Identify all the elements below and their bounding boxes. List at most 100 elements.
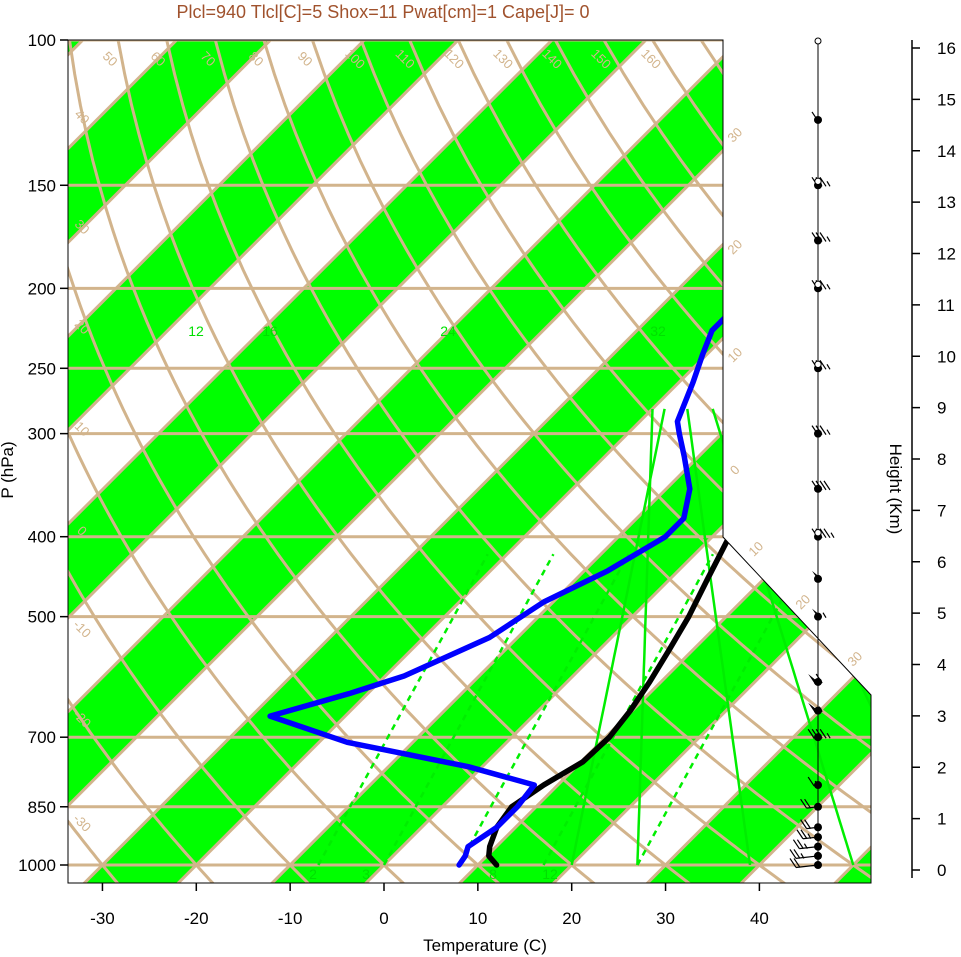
y-tick-label: 500 (28, 608, 56, 627)
plot-area (68, 40, 871, 883)
wind-barb-feather (819, 176, 827, 187)
side-temperature-label: 10 (724, 344, 745, 365)
wind-barb-feather (819, 232, 827, 242)
wind-barb-feather (796, 839, 804, 849)
wind-barb-half-feather (814, 780, 819, 787)
height-tick-label: 7 (937, 501, 946, 520)
wind-barb-feather (819, 480, 827, 491)
y-tick-label: 150 (28, 176, 56, 195)
x-tick-label: -20 (184, 909, 209, 928)
wind-barb-half-feather (803, 843, 808, 849)
wind-barb-feather (819, 728, 827, 739)
y-tick-label: 200 (28, 279, 56, 298)
mixing-ratio-label: 3 (362, 866, 370, 882)
y-tick-label: 250 (28, 359, 56, 378)
side-temperature-label: 20 (792, 591, 813, 612)
temperature-band (68, 40, 726, 883)
mixing-ratio-label: 2 (309, 866, 317, 882)
y-tick-label: 850 (28, 798, 56, 817)
wind-barb-feather (789, 849, 797, 859)
height-tick-label: 8 (937, 450, 946, 469)
wind-barb-feather (807, 776, 815, 787)
wind-barb-half-feather (822, 612, 827, 618)
wind-barb-flag (812, 608, 822, 618)
y-tick-label: 1000 (18, 856, 56, 875)
height-axis-label: Height (Km) (886, 444, 905, 535)
side-temperature-label: 20 (724, 236, 745, 257)
mixing-ratio-line (570, 408, 666, 866)
height-tick-label: 9 (937, 399, 946, 418)
wind-barb-feather (823, 480, 831, 491)
mixing-ratio-label: 8 (489, 866, 497, 882)
wind-barb-feather (819, 528, 827, 539)
height-tick-label: 1 (937, 810, 946, 829)
y-tick-label: 300 (28, 425, 56, 444)
y-axis-label: P (hPa) (0, 441, 17, 498)
wind-barb-feather (811, 728, 819, 739)
wind-barb-half-feather (826, 732, 831, 739)
wind-barb-flag (808, 674, 819, 684)
mixing-ratio-label: 32 (650, 323, 666, 339)
mixing-ratio-label: 12 (188, 323, 204, 339)
wind-barb-feather (815, 232, 823, 242)
isotherm-line (68, 40, 352, 883)
temperature-band (68, 40, 351, 883)
wind-barb-half-feather (807, 833, 812, 840)
side-temperature-label: 0 (727, 462, 743, 478)
wind-barb-feather (800, 798, 808, 809)
wind-barb-feather (819, 359, 827, 370)
wind-barb-feather (804, 798, 812, 809)
wind-barb-feather (815, 425, 823, 435)
wind-open-marker (814, 280, 822, 289)
x-tick-label: -30 (90, 909, 115, 928)
isotherm-line (68, 40, 540, 883)
wind-barb-half-feather (818, 706, 823, 713)
wind-barb-shaft (806, 806, 819, 809)
wind-barb-half-feather (826, 284, 831, 290)
dry-adiabat-line (68, 40, 326, 883)
temperature-band (443, 40, 871, 883)
wind-barb-half-feather (826, 429, 831, 435)
isotherm-line (630, 40, 871, 883)
wind-barb-feather (811, 480, 819, 491)
isotherm-label: 90 (295, 48, 316, 69)
wind-barb-feather (793, 858, 801, 868)
dry-adiabat-line (68, 40, 133, 883)
height-tick-label: 2 (937, 758, 946, 777)
wind-barb-feather (789, 858, 797, 868)
mixing-ratio-dashed-line (636, 553, 808, 866)
height-tick-label: 4 (937, 656, 946, 675)
mixing-ratio-dashed-line (382, 553, 555, 866)
wind-barb-feather (815, 480, 823, 491)
isotherm-line (161, 40, 871, 883)
mixing-ratio-line (636, 408, 654, 866)
isotherm-line (68, 40, 821, 883)
x-tick-label: 20 (562, 909, 581, 928)
height-tick-label: 13 (937, 193, 956, 212)
wind-barb-feather (807, 728, 815, 739)
isotherm-line (68, 40, 727, 883)
height-tick-label: 0 (937, 861, 946, 880)
wind-open-marker (814, 177, 822, 185)
x-tick-label: 30 (656, 909, 675, 928)
height-tick-label: 5 (937, 604, 946, 623)
x-tick-label: 40 (750, 909, 769, 928)
wind-open-marker (814, 360, 822, 369)
mixing-ratio-label: 24 (440, 323, 456, 339)
wind-barb-half-feather (800, 853, 805, 859)
side-temperature-label: 30 (844, 648, 865, 669)
wind-barb-shaft (806, 826, 819, 830)
side-temperature-label: 10 (745, 538, 766, 559)
height-tick-label: 14 (937, 142, 956, 161)
x-axis-label: Temperature (C) (423, 936, 547, 955)
height-tick-label: 12 (937, 245, 956, 264)
height-tick-label: 15 (937, 90, 956, 109)
wind-barb-flag (808, 702, 819, 712)
wind-barb-feather (811, 232, 819, 242)
wind-open-marker (814, 528, 822, 537)
height-tick-label: 16 (937, 39, 956, 58)
wind-barb-half-feather (826, 236, 831, 242)
